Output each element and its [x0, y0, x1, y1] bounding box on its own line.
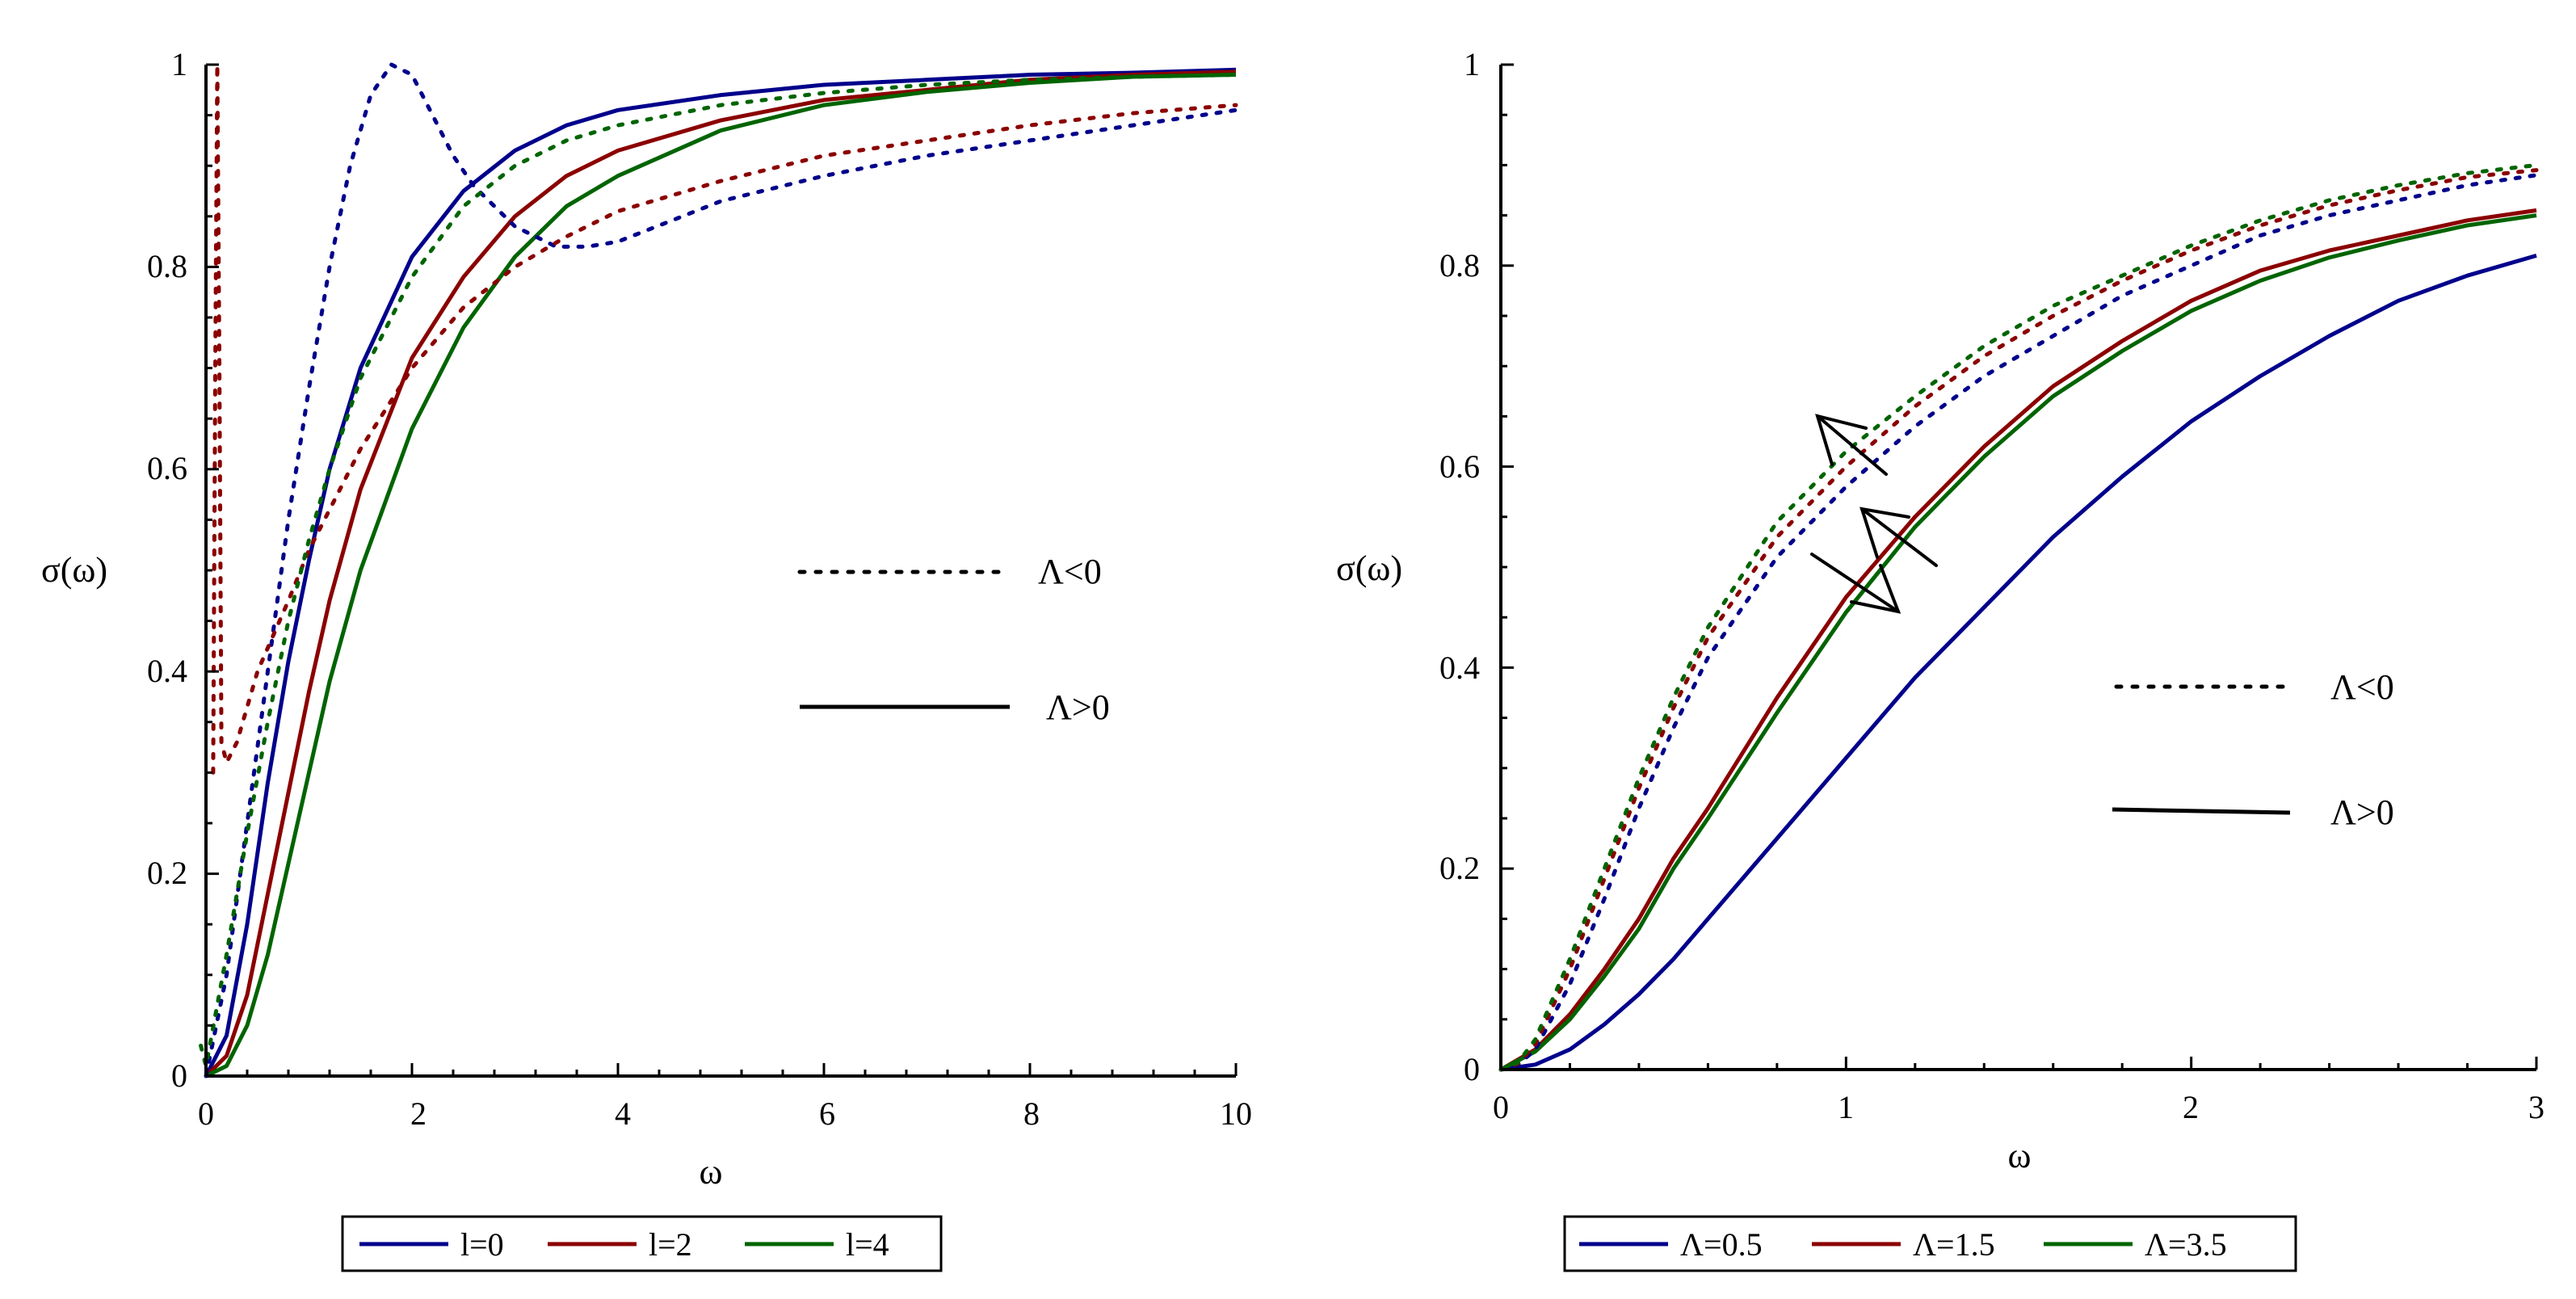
right-x-axis-label: ω — [2008, 1136, 2032, 1175]
left-plot: 0 2 4 6 8 10 0 0.2 0.4 0.6 0.8 1 ω σ(ω) … — [41, 46, 1252, 1272]
right-series--1-5-0 — [1498, 168, 2539, 1072]
left-xtick-label: 4 — [615, 1095, 631, 1132]
right-plot: 0 1 2 3 0 0.2 0.4 0.6 0.8 1 ω σ(ω) Λ<0 Λ… — [1336, 46, 2544, 1272]
left-xtick-label: 0 — [198, 1095, 214, 1132]
right-ytick-label: 0.6 — [1439, 448, 1480, 485]
left-xtick-label: 8 — [1023, 1095, 1040, 1132]
right-xtick-label: 0 — [1493, 1089, 1509, 1125]
left-ytick-label: 0.6 — [147, 450, 187, 486]
left-xtick-label: 10 — [1220, 1095, 1252, 1132]
left-series-l-4-0 — [199, 73, 1238, 1068]
left-ytick-label: 1 — [171, 46, 187, 82]
left-ticks — [204, 63, 1238, 1078]
right-xtick-label: 2 — [2183, 1089, 2199, 1125]
legend-label-l2: l=2 — [649, 1226, 692, 1263]
right-series--3-5 — [1499, 213, 2537, 1072]
left-xtick-label: 2 — [410, 1095, 427, 1132]
legend-label-l0: l=0 — [460, 1226, 504, 1263]
right-ytick-label: 0 — [1464, 1051, 1480, 1087]
right-ytick-label: 1 — [1464, 46, 1480, 82]
right-style-key-solid-line — [2112, 807, 2291, 815]
left-style-key-dotted-label: Λ<0 — [1038, 552, 1102, 591]
right-y-axis-label: σ(ω) — [1336, 549, 1402, 588]
arrow-down-solid — [1810, 553, 1902, 614]
right-xtick-label: 1 — [1838, 1089, 1854, 1125]
left-curves — [199, 62, 1238, 1078]
right-series--0-5-0 — [1498, 173, 2539, 1072]
left-xtick-label: 6 — [819, 1095, 835, 1132]
left-legend: l=0 l=2 l=4 — [341, 1215, 943, 1272]
left-series-l-4 — [204, 73, 1237, 1078]
right-series--1-5 — [1499, 208, 2537, 1072]
legend-label-l4: l=4 — [846, 1226, 889, 1263]
legend-label-lambda-3-5: Λ=3.5 — [2145, 1226, 2227, 1263]
left-ytick-label: 0.4 — [147, 653, 187, 689]
right-ytick-label: 0.2 — [1439, 850, 1480, 886]
legend-label-lambda-0-5: Λ=0.5 — [1680, 1226, 1763, 1263]
right-arrows — [1810, 414, 1938, 614]
left-ytick-label: 0 — [171, 1057, 187, 1094]
left-style-key-solid-label: Λ>0 — [1046, 687, 1110, 727]
right-ytick-label: 0.4 — [1439, 650, 1480, 686]
right-style-key-dotted-label: Λ<0 — [2330, 667, 2394, 707]
arrow-up-solid — [1860, 507, 1938, 567]
right-ytick-label: 0.8 — [1439, 247, 1480, 284]
right-series--3-5-0 — [1498, 162, 2539, 1072]
left-ytick-label: 0.8 — [147, 248, 187, 284]
right-ticks — [1499, 63, 2538, 1071]
arrow-up-dotted — [1815, 414, 1888, 476]
left-series-l-0 — [204, 67, 1237, 1078]
right-style-key-solid-label: Λ>0 — [2330, 792, 2394, 832]
left-series-l-0-0 — [204, 62, 1238, 1078]
left-x-axis-label: ω — [700, 1152, 723, 1192]
right-legend: Λ=0.5 Λ=1.5 Λ=3.5 — [1563, 1215, 2297, 1272]
legend-label-lambda-1-5: Λ=1.5 — [1913, 1226, 1995, 1263]
right-series--0-5 — [1500, 253, 2537, 1072]
right-curves — [1498, 162, 2539, 1072]
left-y-axis-label: σ(ω) — [41, 550, 107, 590]
left-ytick-label: 0.2 — [147, 855, 187, 891]
right-xtick-label: 3 — [2528, 1089, 2544, 1125]
left-series-l-2-0 — [211, 62, 1238, 775]
